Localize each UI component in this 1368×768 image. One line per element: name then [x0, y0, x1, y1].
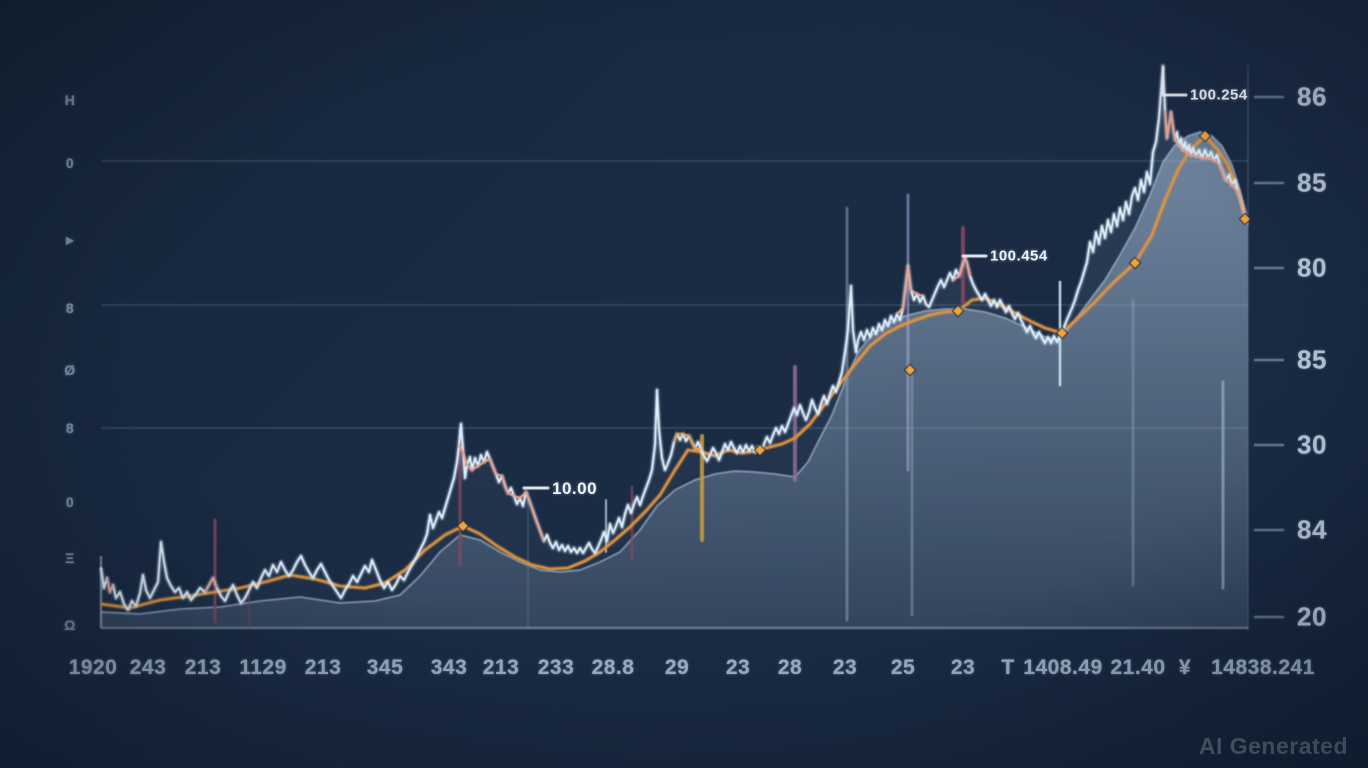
x-axis-label: 343	[430, 656, 468, 679]
ma-marker-dot	[1198, 129, 1212, 143]
x-axis-label: T	[1001, 656, 1015, 679]
price-line-colored-segment	[1163, 109, 1249, 223]
x-axis-label: 213	[184, 656, 222, 679]
left-axis-label: Ξ	[65, 550, 75, 566]
left-axis-label: 8	[65, 300, 75, 316]
price-annotation: 100.454	[990, 247, 1048, 265]
x-axis-label: 14838.241	[1211, 656, 1315, 679]
ma-marker-dot	[1238, 212, 1252, 226]
left-axis-label: 0	[65, 494, 75, 510]
x-axis-label: 23	[832, 656, 858, 679]
x-axis-label: ¥	[1178, 656, 1192, 679]
right-axis-label: 84	[1297, 514, 1327, 545]
x-axis-label: 213	[304, 656, 342, 679]
x-axis-label: 21.40	[1110, 656, 1166, 679]
x-axis-label: 1408.49	[1023, 656, 1103, 679]
x-axis-label: 28	[777, 656, 803, 679]
left-axis-label: Ø	[64, 362, 76, 378]
x-axis-label: 243	[129, 656, 167, 679]
price-line-colored-segment	[105, 577, 115, 594]
x-axis-label: 23	[725, 656, 751, 679]
right-axis-label: 80	[1297, 252, 1327, 283]
right-axis-label: 20	[1297, 601, 1327, 632]
x-axis-label: 213	[482, 656, 520, 679]
right-axis-label: 30	[1297, 429, 1327, 460]
left-axis-label: 0	[65, 155, 75, 171]
ma-marker-dot	[903, 363, 917, 377]
x-axis-label: 25	[890, 656, 916, 679]
price-line-colored-segment	[672, 432, 702, 452]
x-axis-label: 1129	[239, 656, 287, 679]
x-axis-label: 29	[664, 656, 690, 679]
ai-generated-watermark: AI Generated	[1198, 733, 1348, 759]
price-line-colored-segment	[896, 264, 924, 315]
left-axis-label: Ω	[64, 617, 76, 633]
right-axis-label: 85	[1297, 167, 1327, 198]
ma-marker-dot	[1055, 326, 1069, 340]
x-axis-label: 233	[537, 656, 575, 679]
left-axis-label: 8	[65, 420, 75, 436]
ma-marker-dot	[456, 519, 470, 533]
ma-marker-dot	[753, 443, 767, 457]
price-line-colored-segment	[952, 256, 972, 281]
x-axis-label: 1920	[68, 656, 118, 679]
left-axis-label: ▸	[66, 231, 74, 248]
x-axis-label: 345	[366, 656, 404, 679]
right-axis-label: 85	[1297, 344, 1327, 375]
right-axis-label: 86	[1297, 81, 1327, 112]
price-line-colored-segment	[204, 576, 219, 593]
price-annotation: 10.00	[552, 479, 598, 498]
x-axis-label: 23	[950, 656, 976, 679]
price-annotation: 100.254	[1190, 86, 1248, 104]
price-line-colored-segment	[457, 444, 546, 542]
ma-slate-line	[100, 131, 1249, 615]
price-line-area	[101, 66, 1247, 628]
ma-marker-dot	[1128, 256, 1142, 270]
left-axis-label: H	[64, 92, 76, 108]
ma-marker-dot	[951, 304, 965, 318]
price-line	[99, 64, 1249, 612]
x-axis-label: 28.8	[591, 656, 635, 679]
